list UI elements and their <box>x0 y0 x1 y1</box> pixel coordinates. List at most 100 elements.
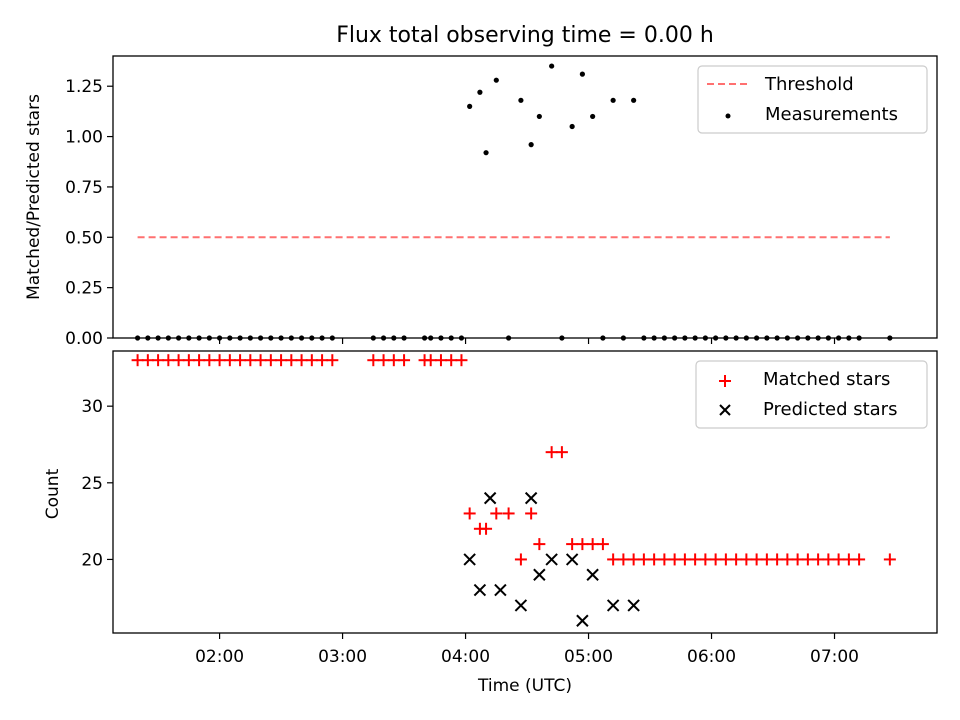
measurement-point <box>651 335 657 341</box>
matched-star-point <box>264 354 277 367</box>
legend-matched-label: Matched stars <box>763 369 890 390</box>
measurement-point <box>421 335 428 341</box>
measurement-point <box>319 335 325 341</box>
measurement-point <box>743 335 749 341</box>
measurement-point <box>506 335 512 341</box>
bottom-x-tick-label: 02:00 <box>195 647 244 667</box>
matched-star-point <box>193 354 206 367</box>
bottom-legend: Matched stars Predicted stars <box>695 360 928 429</box>
measurement-point <box>370 335 376 341</box>
top-y-tick-label: 0.50 <box>65 228 103 248</box>
measurement-point <box>380 335 387 341</box>
measurement-point <box>458 335 465 341</box>
predicted-star-point <box>514 599 528 612</box>
measurement-point <box>631 97 637 103</box>
predicted-star-point <box>545 553 558 566</box>
legend-matched-swatch <box>719 375 731 387</box>
matched-star-point <box>434 354 447 367</box>
measurement-point <box>723 335 729 341</box>
predicted-star-point <box>576 614 589 627</box>
matched-star-point <box>781 553 794 566</box>
matched-star-point <box>295 354 308 367</box>
matched-star-point <box>213 354 226 367</box>
measurement-point <box>206 335 212 341</box>
x-axis-label: Time (UTC) <box>477 676 572 696</box>
measurement-point <box>298 335 305 341</box>
legend-predicted-label: Predicted stars <box>763 399 897 420</box>
predicted-star-point <box>586 568 599 581</box>
measurement-point <box>483 150 489 156</box>
matched-star-point <box>637 553 650 566</box>
matched-star-point <box>566 538 579 551</box>
matched-star-point <box>445 354 458 367</box>
matched-star-point <box>305 354 318 367</box>
bottom-x-tick-label: 06:00 <box>687 647 736 667</box>
matched-star-point <box>398 354 411 367</box>
predicted-star-point <box>606 599 620 612</box>
bottom-x-tick-label: 05:00 <box>564 647 613 667</box>
matched-star-point <box>689 553 702 566</box>
bottom-legend-box <box>695 360 928 429</box>
predicted-star-point <box>565 553 579 566</box>
matched-star-point <box>832 553 845 566</box>
measurement-point <box>536 113 542 120</box>
top-legend: Threshold Measurements <box>697 65 928 134</box>
top-y-tick-label: 1.00 <box>65 128 103 148</box>
matched-star-point <box>502 507 515 520</box>
measurement-point <box>257 335 264 341</box>
measurement-point <box>600 335 606 341</box>
bottom-x-tick-label: 04:00 <box>441 647 490 667</box>
matched-star-point <box>822 553 835 566</box>
matched-star-point <box>699 553 712 566</box>
matched-star-point <box>203 354 216 367</box>
top-y-ticks: 0.00 0.25 0.50 0.75 1.00 1.25 <box>65 77 113 349</box>
bottom-x-tick-label: 03:00 <box>318 647 367 667</box>
bottom-y-tick-label: 20 <box>81 550 103 570</box>
matched-star-point <box>576 538 589 551</box>
matched-star-point <box>709 553 722 566</box>
matched-star-point <box>678 553 691 566</box>
legend-threshold-label: Threshold <box>764 74 854 95</box>
bottom-x-tick-label: 07:00 <box>810 647 859 667</box>
predicted-star-point <box>473 583 487 597</box>
measurement-point <box>713 335 719 341</box>
measurement-point <box>438 335 444 341</box>
matched-star-point <box>326 354 339 367</box>
legend-measurements-swatch <box>725 113 731 119</box>
measurement-point <box>825 335 831 341</box>
measurement-point <box>428 335 434 341</box>
matched-star-point <box>141 354 154 367</box>
matched-star-point <box>463 507 476 520</box>
top-y-axis-label: Matched/Predicted stars <box>24 94 44 300</box>
matched-star-point <box>812 553 825 566</box>
measurement-point <box>155 335 161 341</box>
measurement-point <box>620 335 626 341</box>
predicted-star-point <box>627 599 640 612</box>
measurement-point <box>493 77 499 83</box>
measurement-point <box>754 335 760 341</box>
matched-star-point <box>316 354 329 367</box>
matched-star-point <box>131 354 144 367</box>
matched-star-point <box>234 354 247 367</box>
matched-star-point <box>152 354 165 367</box>
matched-star-point <box>750 553 763 566</box>
measurement-point <box>559 335 565 341</box>
measurement-point <box>477 89 483 95</box>
matched-star-point <box>533 538 546 551</box>
measurement-point <box>887 335 893 341</box>
legend-predicted-swatch <box>719 404 731 416</box>
matched-star-point <box>760 553 773 566</box>
measurement-point <box>682 335 688 341</box>
measurement-point <box>836 335 842 341</box>
legend-measurements-label: Measurements <box>765 104 898 125</box>
matched-star-point <box>182 354 195 367</box>
measurement-point <box>288 335 294 341</box>
measurement-point <box>227 335 233 341</box>
matched-star-point <box>285 354 298 367</box>
measurement-point <box>805 335 811 341</box>
matched-star-point <box>172 354 185 367</box>
measurement-point <box>309 335 315 341</box>
measurement-point <box>579 71 585 77</box>
measurement-point <box>692 335 698 341</box>
